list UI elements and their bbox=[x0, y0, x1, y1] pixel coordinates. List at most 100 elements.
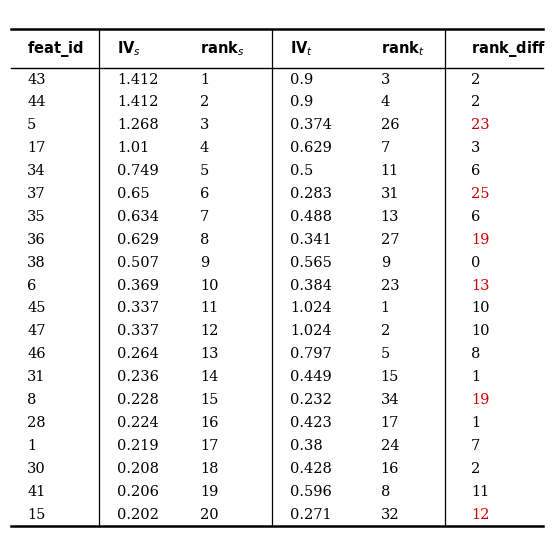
Text: 43: 43 bbox=[27, 73, 45, 87]
Text: 0.596: 0.596 bbox=[290, 485, 332, 499]
Text: 16: 16 bbox=[381, 462, 399, 476]
Text: 31: 31 bbox=[381, 187, 399, 201]
Text: 23: 23 bbox=[471, 118, 490, 132]
Text: 19: 19 bbox=[471, 393, 490, 407]
Text: 28: 28 bbox=[27, 416, 45, 430]
Text: 11: 11 bbox=[381, 164, 399, 178]
Text: 0.369: 0.369 bbox=[117, 279, 160, 293]
Text: 1: 1 bbox=[27, 439, 36, 453]
Text: 1: 1 bbox=[471, 370, 480, 384]
Text: $\mathbf{rank\_diff}$: $\mathbf{rank\_diff}$ bbox=[471, 38, 546, 59]
Text: 0.428: 0.428 bbox=[290, 462, 332, 476]
Text: 23: 23 bbox=[381, 279, 399, 293]
Text: 13: 13 bbox=[471, 279, 490, 293]
Text: 10: 10 bbox=[471, 301, 490, 315]
Text: 0.65: 0.65 bbox=[117, 187, 150, 201]
Text: 12: 12 bbox=[200, 324, 218, 338]
Text: $\mathbf{rank}_{t}$: $\mathbf{rank}_{t}$ bbox=[381, 39, 424, 58]
Text: 0.337: 0.337 bbox=[117, 324, 160, 338]
Text: 0.5: 0.5 bbox=[290, 164, 314, 178]
Text: 17: 17 bbox=[27, 141, 45, 155]
Text: 0.228: 0.228 bbox=[117, 393, 160, 407]
Text: 0.264: 0.264 bbox=[117, 347, 160, 362]
Text: 2: 2 bbox=[471, 73, 480, 87]
Text: 1.412: 1.412 bbox=[117, 73, 159, 87]
Text: 2: 2 bbox=[200, 95, 209, 109]
Text: $\mathbf{IV}_{s}$: $\mathbf{IV}_{s}$ bbox=[117, 39, 141, 58]
Text: 32: 32 bbox=[381, 507, 399, 521]
Text: 24: 24 bbox=[381, 439, 399, 453]
Text: 17: 17 bbox=[200, 439, 218, 453]
Text: 41: 41 bbox=[27, 485, 45, 499]
Text: 0: 0 bbox=[471, 256, 480, 270]
Text: 0.283: 0.283 bbox=[290, 187, 332, 201]
Text: 0.507: 0.507 bbox=[117, 256, 160, 270]
Text: 19: 19 bbox=[471, 233, 490, 247]
Text: 0.232: 0.232 bbox=[290, 393, 332, 407]
Text: 0.423: 0.423 bbox=[290, 416, 332, 430]
Text: 8: 8 bbox=[471, 347, 480, 362]
Text: 35: 35 bbox=[27, 210, 45, 224]
Text: 0.634: 0.634 bbox=[117, 210, 160, 224]
Text: 6: 6 bbox=[471, 210, 480, 224]
Text: 8: 8 bbox=[200, 233, 209, 247]
Text: 25: 25 bbox=[471, 187, 490, 201]
Text: 18: 18 bbox=[200, 462, 218, 476]
Text: 5: 5 bbox=[27, 118, 36, 132]
Text: 1: 1 bbox=[471, 416, 480, 430]
Text: 0.271: 0.271 bbox=[290, 507, 332, 521]
Text: 30: 30 bbox=[27, 462, 46, 476]
Text: 9: 9 bbox=[200, 256, 209, 270]
Text: 0.206: 0.206 bbox=[117, 485, 160, 499]
Text: 12: 12 bbox=[471, 507, 490, 521]
Text: 4: 4 bbox=[381, 95, 390, 109]
Text: 44: 44 bbox=[27, 95, 45, 109]
Text: 36: 36 bbox=[27, 233, 46, 247]
Text: 0.219: 0.219 bbox=[117, 439, 159, 453]
Text: 13: 13 bbox=[381, 210, 399, 224]
Text: 0.341: 0.341 bbox=[290, 233, 332, 247]
Text: 0.565: 0.565 bbox=[290, 256, 332, 270]
Text: 8: 8 bbox=[27, 393, 37, 407]
Text: 0.384: 0.384 bbox=[290, 279, 332, 293]
Text: 1.01: 1.01 bbox=[117, 141, 150, 155]
Text: 15: 15 bbox=[200, 393, 218, 407]
Text: 0.488: 0.488 bbox=[290, 210, 332, 224]
Text: 34: 34 bbox=[27, 164, 45, 178]
Text: 37: 37 bbox=[27, 187, 45, 201]
Text: 6: 6 bbox=[200, 187, 209, 201]
Text: 0.224: 0.224 bbox=[117, 416, 159, 430]
Text: 0.236: 0.236 bbox=[117, 370, 160, 384]
Text: 3: 3 bbox=[200, 118, 209, 132]
Text: 0.202: 0.202 bbox=[117, 507, 160, 521]
Text: $\mathbf{feat\_id}$: $\mathbf{feat\_id}$ bbox=[27, 38, 84, 59]
Text: 8: 8 bbox=[381, 485, 390, 499]
Text: 2: 2 bbox=[381, 324, 390, 338]
Text: 7: 7 bbox=[200, 210, 209, 224]
Text: 0.9: 0.9 bbox=[290, 95, 314, 109]
Text: 10: 10 bbox=[200, 279, 218, 293]
Text: 1.024: 1.024 bbox=[290, 324, 332, 338]
Text: 3: 3 bbox=[471, 141, 480, 155]
Text: 20: 20 bbox=[200, 507, 218, 521]
Text: 2: 2 bbox=[471, 462, 480, 476]
Text: 1: 1 bbox=[200, 73, 209, 87]
Text: 6: 6 bbox=[27, 279, 37, 293]
Text: 0.449: 0.449 bbox=[290, 370, 332, 384]
Text: 31: 31 bbox=[27, 370, 45, 384]
Text: 15: 15 bbox=[27, 507, 45, 521]
Text: 16: 16 bbox=[200, 416, 218, 430]
Text: 46: 46 bbox=[27, 347, 45, 362]
Text: 0.629: 0.629 bbox=[117, 233, 160, 247]
Text: $\mathbf{IV}_{t}$: $\mathbf{IV}_{t}$ bbox=[290, 39, 314, 58]
Text: 47: 47 bbox=[27, 324, 45, 338]
Text: 1: 1 bbox=[381, 301, 390, 315]
Text: 34: 34 bbox=[381, 393, 399, 407]
Text: 9: 9 bbox=[381, 256, 390, 270]
Text: $\mathbf{rank}_{s}$: $\mathbf{rank}_{s}$ bbox=[200, 39, 244, 58]
Text: 0.337: 0.337 bbox=[117, 301, 160, 315]
Text: 1.268: 1.268 bbox=[117, 118, 159, 132]
Text: 0.374: 0.374 bbox=[290, 118, 332, 132]
Text: 3: 3 bbox=[381, 73, 390, 87]
Text: 14: 14 bbox=[200, 370, 218, 384]
